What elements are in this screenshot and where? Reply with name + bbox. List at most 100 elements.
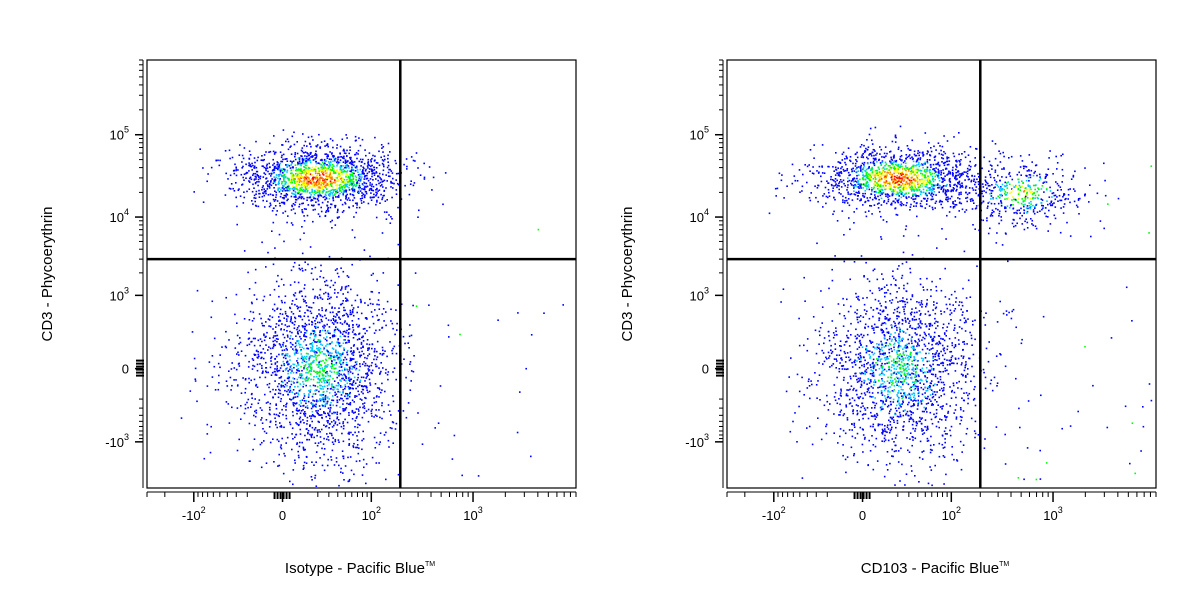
event-dot bbox=[907, 176, 909, 178]
event-dot bbox=[248, 332, 250, 334]
event-dot bbox=[285, 353, 287, 355]
event-dot bbox=[332, 311, 334, 314]
event-dot bbox=[367, 370, 370, 372]
event-dot bbox=[345, 134, 347, 136]
event-dot bbox=[903, 176, 906, 178]
event-dot bbox=[964, 211, 966, 213]
event-dot bbox=[376, 395, 378, 397]
event-dot bbox=[342, 388, 344, 391]
event-dot bbox=[894, 186, 896, 188]
event-dot bbox=[461, 474, 463, 477]
event-dot bbox=[319, 176, 321, 178]
event-dot bbox=[299, 168, 301, 171]
event-dot bbox=[236, 223, 238, 226]
event-dot bbox=[275, 213, 277, 216]
event-dot bbox=[309, 169, 312, 172]
event-dot bbox=[341, 432, 343, 435]
event-dot bbox=[337, 439, 340, 441]
event-dot bbox=[806, 181, 808, 184]
event-dot bbox=[296, 412, 298, 415]
event-dot bbox=[344, 385, 347, 388]
event-dot bbox=[365, 463, 368, 465]
event-dot bbox=[924, 176, 927, 179]
event-dot bbox=[315, 341, 318, 343]
event-dot bbox=[325, 178, 328, 181]
event-dot bbox=[367, 349, 369, 351]
event-dot bbox=[351, 161, 353, 163]
event-dot bbox=[304, 406, 307, 409]
event-dot bbox=[385, 478, 387, 481]
event-dot bbox=[363, 249, 366, 251]
event-dot bbox=[246, 344, 249, 347]
event-dot bbox=[237, 189, 240, 191]
event-dot bbox=[362, 172, 364, 175]
event-dot bbox=[230, 368, 233, 370]
event-dot bbox=[297, 364, 300, 366]
event-dot bbox=[308, 323, 310, 326]
event-dot bbox=[866, 139, 868, 141]
event-dot bbox=[309, 333, 312, 336]
event-dot bbox=[280, 385, 283, 388]
event-dot bbox=[395, 172, 398, 175]
event-dot bbox=[333, 159, 336, 161]
event-dot bbox=[296, 442, 299, 444]
event-dot bbox=[388, 410, 391, 412]
event-dot bbox=[303, 327, 306, 330]
event-dot bbox=[879, 210, 881, 213]
event-dot bbox=[326, 336, 328, 338]
event-dot bbox=[254, 172, 257, 175]
event-dot bbox=[340, 471, 342, 473]
event-dot bbox=[315, 183, 318, 186]
event-dot bbox=[332, 196, 334, 199]
event-dot bbox=[323, 424, 325, 426]
event-dot bbox=[265, 335, 267, 338]
event-dot bbox=[855, 185, 857, 187]
event-dot bbox=[278, 383, 280, 385]
event-dot bbox=[335, 352, 338, 354]
event-dot bbox=[925, 203, 928, 205]
plot-frame bbox=[726, 59, 1157, 489]
event-dot bbox=[196, 289, 199, 292]
event-dot bbox=[322, 196, 325, 199]
event-dot bbox=[317, 167, 320, 170]
event-dot bbox=[459, 333, 461, 336]
event-dot bbox=[292, 344, 294, 346]
event-dot bbox=[342, 359, 345, 361]
event-dot bbox=[335, 367, 337, 370]
event-dot bbox=[353, 189, 356, 191]
event-dot bbox=[850, 180, 853, 182]
event-dot bbox=[345, 185, 347, 188]
event-dot bbox=[291, 192, 293, 194]
event-dot bbox=[905, 177, 907, 179]
event-dot bbox=[297, 352, 299, 354]
event-dot bbox=[366, 165, 369, 167]
event-dot bbox=[378, 387, 380, 389]
event-dot bbox=[273, 169, 275, 171]
event-dot bbox=[316, 370, 318, 373]
event-dot bbox=[286, 221, 288, 224]
event-dot bbox=[330, 342, 333, 344]
event-dot bbox=[874, 126, 877, 129]
event-dot bbox=[267, 170, 269, 173]
event-dot bbox=[887, 194, 890, 196]
event-dot bbox=[359, 158, 362, 161]
event-dot bbox=[323, 437, 325, 440]
event-dot bbox=[280, 278, 283, 281]
event-dot bbox=[218, 164, 221, 167]
event-dot bbox=[252, 359, 255, 361]
event-dot bbox=[277, 274, 279, 277]
event-dot bbox=[285, 196, 287, 198]
event-dot bbox=[902, 195, 905, 197]
event-dot bbox=[351, 188, 353, 190]
event-dot bbox=[344, 335, 347, 338]
event-dot bbox=[328, 166, 330, 168]
event-dot bbox=[918, 154, 920, 157]
event-dot bbox=[321, 168, 324, 171]
event-dot bbox=[346, 179, 348, 181]
event-dot bbox=[331, 322, 334, 324]
event-dot bbox=[371, 456, 374, 459]
event-dot bbox=[307, 353, 309, 355]
event-dot bbox=[340, 287, 343, 290]
event-dot bbox=[308, 192, 311, 194]
event-dot bbox=[356, 360, 358, 363]
